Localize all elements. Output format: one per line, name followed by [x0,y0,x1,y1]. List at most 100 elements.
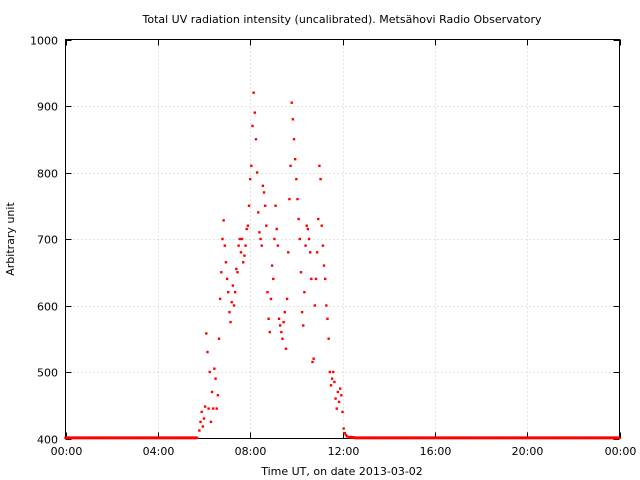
data-point [225,277,229,281]
data-point [318,164,321,168]
data-point [287,251,290,254]
data-point [479,436,483,440]
data-point [521,436,524,440]
data-point [272,277,275,281]
data-point [362,436,365,440]
data-point [569,436,573,440]
data-point [355,436,358,440]
y-tick-label: 900 [37,101,58,114]
data-point [329,384,333,387]
data-point [258,231,261,234]
data-point [246,224,250,227]
data-point [528,436,531,440]
data-point [319,177,322,181]
data-point [340,394,343,397]
data-point [315,251,319,254]
data-point [188,436,192,440]
data-point [330,377,334,380]
data-point [236,271,239,274]
data-point [327,337,330,340]
data-point [597,436,600,440]
data-point [618,436,621,440]
data-point [338,387,342,390]
x-tick-label: 16:00 [420,445,452,458]
data-point [306,227,310,231]
data-point [210,390,214,394]
data-point [445,436,448,440]
data-point [332,370,335,374]
data-point [280,330,283,334]
data-point [229,320,232,324]
data-point [218,297,222,301]
data-point [227,291,230,294]
data-point [64,436,67,440]
data-point [265,224,268,227]
data-point [590,436,593,440]
data-point [243,254,246,257]
data-point [326,317,329,320]
data-point [583,436,587,440]
data-point [223,244,226,247]
data-point [237,244,240,247]
data-point [438,436,441,440]
data-point [268,330,271,334]
y-tick-label: 500 [37,367,58,380]
data-point [251,124,254,128]
data-point [341,410,344,414]
data-point [224,261,228,264]
data-point [314,277,318,281]
data-point [348,435,351,439]
data-point [216,394,220,397]
data-point [465,436,469,440]
data-point [296,197,299,201]
data-point [222,219,225,222]
data-point [201,425,205,428]
data-point [328,370,332,374]
data-point [126,436,130,440]
data-point [291,118,295,121]
data-point [71,436,74,440]
data-point [507,436,510,440]
data-point [276,244,280,247]
data-point [140,436,143,440]
data-point [253,111,256,114]
data-point [202,417,206,420]
data-point [295,177,298,181]
y-tick-label: 600 [37,301,58,314]
data-point [604,436,607,440]
data-point [382,436,386,440]
data-point [221,237,224,241]
data-point [535,436,538,440]
data-point [292,138,296,141]
data-point [389,436,393,440]
data-point [311,360,314,364]
data-point [133,436,136,440]
data-point [217,337,221,340]
data-point [212,407,215,410]
data-point [325,304,328,307]
data-point [298,237,301,241]
data-point [248,177,252,181]
x-tick-label: 00:00 [605,445,637,458]
data-point [242,261,245,264]
data-points [64,91,621,440]
data-point [303,291,306,294]
data-point [396,436,400,440]
data-point [235,267,238,271]
data-point [307,237,311,241]
data-point [261,184,265,187]
data-point [228,310,231,314]
data-point [269,297,273,301]
data-point [611,436,614,440]
data-point [335,407,338,410]
data-point [250,164,253,168]
data-point [313,304,316,307]
data-point [312,357,315,360]
data-point [514,436,517,440]
data-point [431,436,434,440]
data-point [322,264,326,267]
data-point [147,436,150,440]
data-point [275,227,278,231]
data-point [284,347,288,350]
